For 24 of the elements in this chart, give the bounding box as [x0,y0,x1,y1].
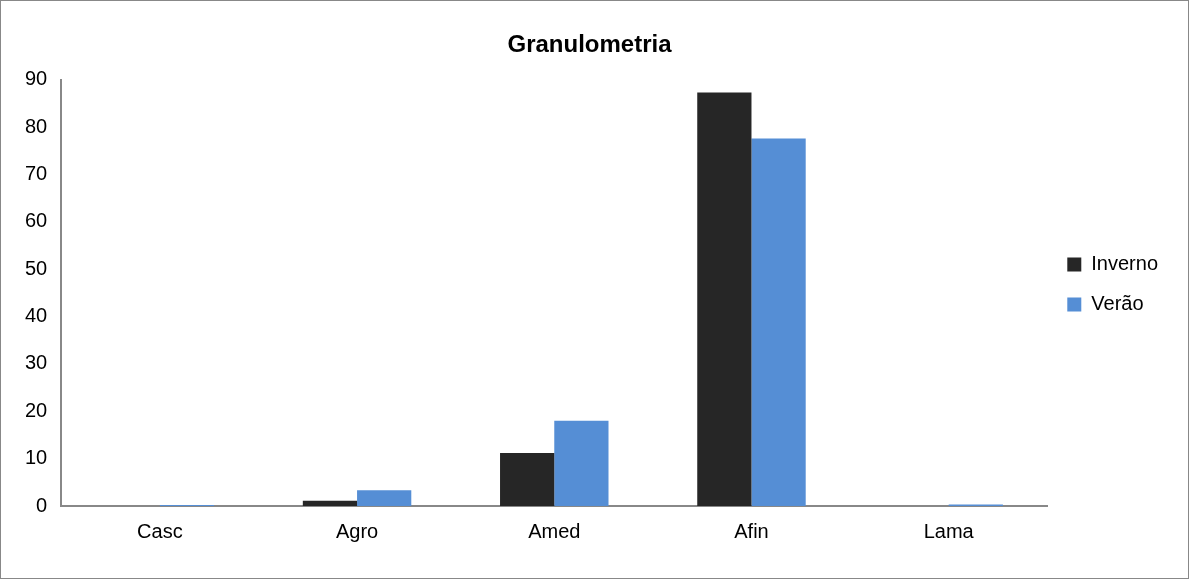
y-tick-label: 10 [25,446,48,469]
x-tick-label: Afin [734,519,769,542]
y-tick-label: 70 [25,162,48,185]
bar [302,500,358,506]
bar [500,452,555,506]
bar [357,490,412,506]
y-tick-label: 30 [25,351,48,374]
y-tick-label: 60 [25,209,48,232]
legend-label: Verão [1091,292,1144,315]
bar [751,138,806,506]
y-tick-label: 0 [36,493,48,516]
y-tick-label: 90 [25,67,48,90]
chart-title: Granulometria [507,30,673,58]
legend-label: Inverno [1091,252,1159,275]
y-tick-label: 20 [25,398,48,421]
bar [554,420,609,506]
y-tick-label: 80 [25,114,48,137]
x-tick-label: Casc [137,519,183,542]
y-tick-label: 40 [25,304,48,327]
x-tick-label: Lama [923,519,975,542]
x-tick-label: Amed [528,519,581,542]
y-tick-label: 50 [25,256,48,279]
bar [697,92,752,506]
x-tick-label: Agro [335,519,379,542]
